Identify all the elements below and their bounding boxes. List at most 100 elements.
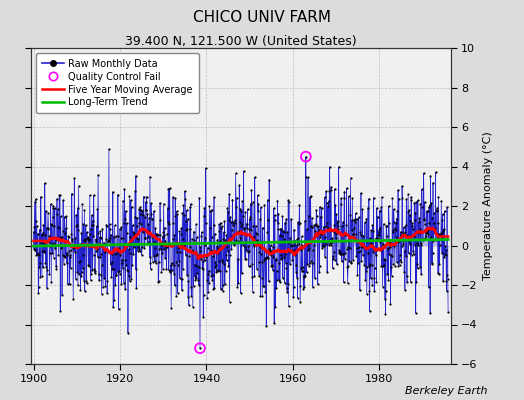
Point	[158, 233, 167, 240]
Point	[66, 254, 74, 260]
Point	[265, 176, 274, 183]
Point	[425, 220, 433, 226]
Point	[435, 231, 443, 238]
Point	[419, 237, 427, 243]
Point	[290, 226, 298, 233]
Point	[387, 264, 396, 270]
Point	[38, 272, 46, 279]
Point	[173, 290, 182, 296]
Point	[135, 219, 144, 226]
Point	[94, 172, 102, 178]
Point	[200, 205, 209, 211]
Point	[245, 248, 253, 254]
Point	[151, 252, 160, 258]
Point	[319, 238, 328, 245]
Point	[77, 242, 85, 248]
Point	[384, 246, 392, 252]
Point	[329, 265, 337, 271]
Point	[225, 299, 234, 305]
Point	[178, 210, 187, 216]
Point	[246, 213, 255, 220]
Point	[80, 207, 89, 214]
Point	[353, 272, 362, 278]
Point	[442, 247, 450, 253]
Point	[285, 240, 293, 246]
Point	[339, 231, 347, 238]
Point	[422, 233, 430, 239]
Point	[410, 200, 419, 206]
Point	[211, 231, 219, 237]
Point	[230, 242, 238, 248]
Point	[292, 269, 300, 275]
Point	[69, 296, 78, 302]
Point	[145, 254, 154, 260]
Point	[343, 280, 352, 286]
Point	[180, 243, 189, 249]
Point	[364, 250, 373, 256]
Point	[30, 246, 38, 252]
Point	[332, 231, 340, 237]
Point	[405, 250, 413, 256]
Point	[122, 230, 130, 236]
Point	[282, 284, 291, 291]
Point	[340, 188, 348, 195]
Point	[337, 258, 346, 264]
Point	[159, 228, 168, 235]
Point	[195, 282, 203, 288]
Point	[430, 210, 438, 216]
Point	[428, 261, 436, 267]
Point	[431, 225, 439, 231]
Point	[32, 218, 40, 224]
Point	[293, 274, 301, 281]
Point	[140, 214, 149, 220]
Point	[442, 278, 451, 284]
Point	[278, 213, 287, 220]
Point	[47, 222, 56, 228]
Point	[305, 194, 314, 201]
Point	[250, 234, 258, 240]
Point	[379, 221, 388, 227]
Point	[117, 224, 125, 230]
Point	[192, 234, 201, 240]
Point	[76, 257, 84, 264]
Point	[152, 230, 160, 237]
Point	[79, 221, 88, 227]
Point	[249, 199, 257, 205]
Point	[80, 237, 88, 243]
Point	[429, 180, 437, 186]
Point	[110, 297, 118, 303]
Point	[124, 242, 132, 249]
Point	[297, 247, 305, 253]
Point	[373, 214, 381, 220]
Point	[357, 190, 365, 196]
Point	[214, 250, 222, 256]
Point	[215, 221, 223, 228]
Point	[296, 298, 304, 305]
Point	[353, 245, 361, 251]
Point	[157, 245, 165, 252]
Point	[179, 266, 187, 272]
Point	[244, 242, 253, 249]
Point	[329, 256, 337, 262]
Point	[311, 275, 319, 282]
Point	[226, 235, 235, 242]
Point	[61, 225, 70, 232]
Point	[148, 234, 157, 240]
Point	[280, 236, 288, 242]
Point	[30, 199, 39, 205]
Point	[362, 216, 370, 222]
Point	[68, 190, 76, 197]
Point	[134, 243, 143, 250]
Point	[431, 230, 439, 237]
Point	[56, 192, 64, 198]
Point	[399, 238, 408, 244]
Point	[157, 269, 166, 276]
Point	[261, 289, 269, 296]
Point	[344, 262, 352, 269]
Point	[107, 232, 115, 238]
Point	[159, 200, 168, 207]
Point	[380, 256, 389, 263]
Point	[269, 244, 277, 250]
Point	[256, 244, 264, 251]
Point	[174, 244, 183, 250]
